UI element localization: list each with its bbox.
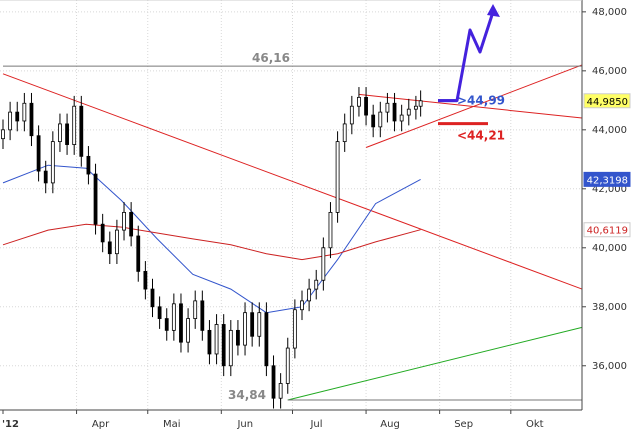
trendline-long-downtrend <box>2 73 583 290</box>
y-tick-label: 42,000 <box>592 184 627 195</box>
candle-body <box>257 312 262 337</box>
price-box-label: 42,3198 <box>587 175 628 186</box>
y-tick-label: 44,000 <box>592 125 627 136</box>
x-tick-label: Jul <box>309 419 322 430</box>
candle-body <box>171 303 176 331</box>
candle-body <box>150 288 155 308</box>
candle-body <box>29 102 34 137</box>
candle-body <box>335 141 340 213</box>
x-tick-label: Aug <box>380 419 400 430</box>
upper-level-label: >44,99 <box>457 94 505 108</box>
candle-body <box>328 211 333 249</box>
price-box <box>583 93 631 109</box>
y-tick-label: 48,000 <box>592 7 627 18</box>
price-boxes: 44,9850 42,3198 40,6119 <box>583 93 631 238</box>
annotations: 46,16 34,84 >44,99 <44,21 <box>228 4 505 402</box>
candle-body <box>357 96 361 107</box>
candle-body <box>79 105 84 157</box>
candle-body <box>100 223 105 243</box>
price-box <box>583 171 631 187</box>
candle-body <box>292 309 297 349</box>
candle-body <box>129 211 134 237</box>
candle-body <box>122 211 126 231</box>
candle-body <box>157 306 162 319</box>
y-tick-label: 46,000 <box>592 66 627 77</box>
price-box-label: 40,6119 <box>587 226 628 237</box>
trendlines <box>2 64 583 401</box>
candle-body <box>392 102 397 122</box>
trendline-uptrend-support <box>287 326 583 401</box>
candle-body <box>143 270 148 290</box>
candle-body <box>271 365 276 399</box>
candle-body <box>43 170 48 184</box>
support-label: 34,84 <box>228 388 266 402</box>
candle-body <box>22 102 27 122</box>
candle-body <box>321 247 326 281</box>
candle-body <box>349 105 354 125</box>
x-tick-label: Apr <box>92 419 110 430</box>
candle-body <box>371 114 376 128</box>
candle-body <box>314 279 319 290</box>
candle-body <box>1 129 5 140</box>
x-tick-label: '12 <box>2 419 19 430</box>
resistance-label: 46,16 <box>252 51 290 65</box>
series <box>2 164 421 314</box>
arrow-head-icon <box>487 4 500 17</box>
candle-body <box>164 318 169 331</box>
candle-body <box>342 123 347 143</box>
y-tick-label: 40,000 <box>592 243 627 254</box>
moving-average-blue <box>2 164 421 314</box>
candle-body <box>418 100 423 107</box>
candle-body <box>8 111 13 131</box>
candle-body <box>250 312 255 337</box>
candle-body <box>406 108 411 116</box>
candle-body <box>364 96 368 116</box>
candle-body <box>264 312 269 367</box>
candle-body <box>236 329 240 346</box>
x-tick-label: Sep <box>454 419 473 430</box>
candle-body <box>228 329 233 367</box>
candle-body <box>136 235 141 272</box>
x-tick-label: Mai <box>163 419 181 430</box>
candle-body <box>15 111 20 122</box>
y-tick-label: 36,000 <box>592 361 627 372</box>
candle-body <box>221 324 226 367</box>
candle-body <box>307 288 312 302</box>
candle-body <box>186 318 190 343</box>
candle-body <box>72 105 77 145</box>
candle-body <box>107 241 112 255</box>
candle-body <box>58 123 62 143</box>
candle-body <box>278 383 283 399</box>
candle-body <box>243 312 247 346</box>
moving-average-red <box>2 223 421 261</box>
trendline-triangle-upper <box>358 93 583 119</box>
candle-body <box>300 300 304 311</box>
x-tick-label: Jun <box>236 419 253 430</box>
candle-body <box>207 329 212 355</box>
price-box <box>583 222 631 238</box>
candle-body <box>93 173 98 225</box>
candle-body <box>399 114 404 122</box>
candles <box>1 87 423 409</box>
candle-body <box>378 111 383 128</box>
candle-body <box>385 102 390 113</box>
candle-body <box>65 123 69 145</box>
candle-body <box>179 303 183 343</box>
candle-body <box>36 135 41 172</box>
candle-body <box>413 105 418 110</box>
price-box-label: 44,9850 <box>587 97 628 108</box>
candle-body <box>193 300 198 319</box>
candle-body <box>285 347 290 384</box>
y-tick-label: 38,000 <box>592 302 627 313</box>
candle-body <box>50 141 55 184</box>
projection-arrow <box>438 11 495 103</box>
candle-body <box>200 300 205 331</box>
x-tick-label: Okt <box>526 419 544 430</box>
candle-body <box>86 155 91 175</box>
candle-body <box>214 324 219 355</box>
lower-level-label: <44,21 <box>457 129 505 143</box>
candle-body <box>115 229 119 255</box>
